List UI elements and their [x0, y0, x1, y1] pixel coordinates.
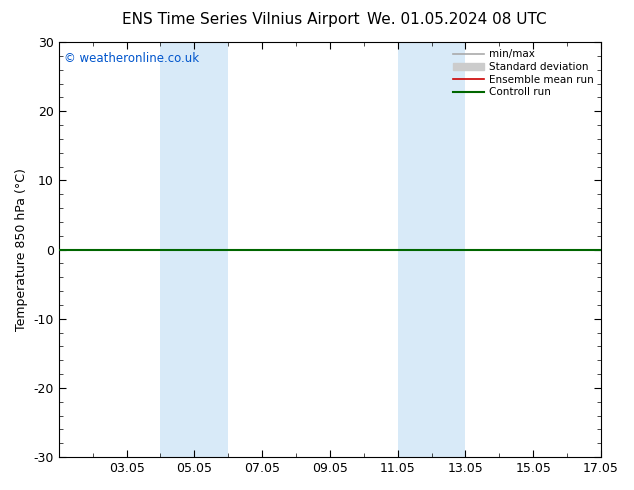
Text: ENS Time Series Vilnius Airport: ENS Time Series Vilnius Airport — [122, 12, 359, 27]
Text: © weatheronline.co.uk: © weatheronline.co.uk — [64, 52, 199, 66]
Bar — [398, 42, 465, 457]
Text: We. 01.05.2024 08 UTC: We. 01.05.2024 08 UTC — [366, 12, 547, 27]
Y-axis label: Temperature 850 hPa (°C): Temperature 850 hPa (°C) — [15, 168, 28, 331]
Bar — [160, 42, 228, 457]
Legend: min/max, Standard deviation, Ensemble mean run, Controll run: min/max, Standard deviation, Ensemble me… — [451, 47, 596, 99]
